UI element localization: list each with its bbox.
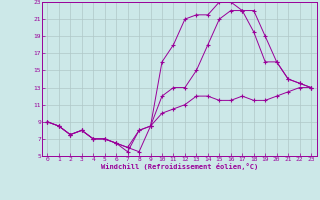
X-axis label: Windchill (Refroidissement éolien,°C): Windchill (Refroidissement éolien,°C) (100, 163, 258, 170)
